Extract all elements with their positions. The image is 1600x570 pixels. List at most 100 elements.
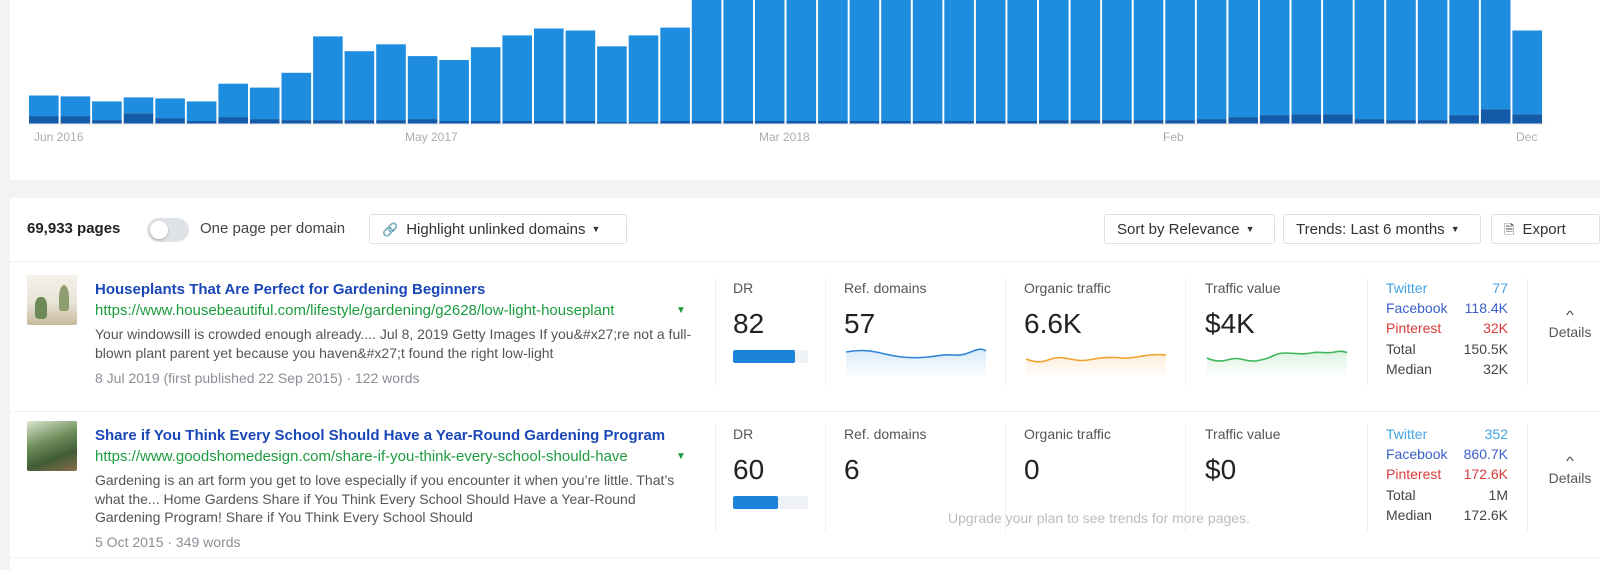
chart-bar-segment[interactable] <box>281 120 312 124</box>
chart-bar-segment[interactable] <box>1291 114 1322 124</box>
chart-bar[interactable] <box>723 0 753 121</box>
chart-bar[interactable] <box>1323 0 1353 115</box>
trends-dropdown[interactable]: Trends: Last 6 months ▼ <box>1283 214 1481 244</box>
chart-bar-segment[interactable] <box>1102 120 1132 124</box>
chart-bar[interactable] <box>660 27 690 122</box>
organic-traffic-value[interactable]: 0 <box>1024 454 1040 485</box>
chart-bar-segment[interactable] <box>1512 114 1542 124</box>
chart-bar[interactable] <box>407 56 438 120</box>
chart-bar[interactable] <box>565 30 596 122</box>
url-dropdown-icon[interactable]: ▼ <box>676 305 686 316</box>
chart-bar[interactable] <box>881 0 911 121</box>
chart-bar-segment[interactable] <box>218 117 248 124</box>
chart-bar[interactable] <box>502 35 532 121</box>
chart-bar-segment[interactable] <box>344 120 375 124</box>
chart-bar-segment[interactable] <box>1228 117 1258 124</box>
chart-bar-segment[interactable] <box>1196 119 1227 124</box>
url-dropdown-icon[interactable]: ▼ <box>676 451 686 462</box>
chart-bar[interactable] <box>1133 0 1164 121</box>
chart-bar-segment[interactable] <box>1259 115 1290 124</box>
ref-domains-value[interactable]: 57 <box>844 308 876 339</box>
chart-bar[interactable] <box>944 0 974 121</box>
chart-bar[interactable] <box>376 44 406 121</box>
chart-bar[interactable] <box>597 46 627 123</box>
chart-bar-segment[interactable] <box>1165 120 1195 124</box>
chart-bar[interactable] <box>975 0 1006 121</box>
highlight-unlinked-domains-button[interactable]: 🔗 Highlight unlinked domains ▼ <box>369 214 627 244</box>
chart-bar-segment[interactable] <box>1354 119 1385 124</box>
chart-bar-segment[interactable] <box>786 121 817 124</box>
chart-bar[interactable] <box>1291 0 1322 115</box>
chart-bar[interactable] <box>29 95 59 117</box>
chart-bar-segment[interactable] <box>881 121 911 124</box>
chart-bar[interactable] <box>1196 0 1227 120</box>
chart-bar[interactable] <box>1039 0 1069 121</box>
chart-bar-segment[interactable] <box>502 121 532 124</box>
page-thumbnail[interactable] <box>27 421 77 471</box>
page-title-link[interactable]: Share if You Think Every School Should H… <box>95 427 666 444</box>
chart-bar[interactable] <box>1070 0 1101 121</box>
chart-bar[interactable] <box>1417 0 1448 121</box>
ref-domains-value[interactable]: 6 <box>844 454 860 485</box>
chart-bar[interactable] <box>534 28 564 122</box>
page-url-link[interactable]: https://www.housebeautiful.com/lifestyle… <box>95 302 615 319</box>
chart-bar-segment[interactable] <box>439 121 469 124</box>
chart-bar-segment[interactable] <box>123 113 154 124</box>
chart-bar[interactable] <box>92 101 122 121</box>
chart-bar-segment[interactable] <box>660 121 690 124</box>
chart-bar[interactable] <box>1386 0 1416 121</box>
chart-bar[interactable] <box>754 0 785 121</box>
chart-bar[interactable] <box>849 0 880 121</box>
chart-bar-segment[interactable] <box>534 121 564 124</box>
chart-bar-segment[interactable] <box>1480 109 1511 124</box>
chart-bar-segment[interactable] <box>597 122 627 124</box>
chart-bar-segment[interactable] <box>29 116 59 124</box>
chart-bar-segment[interactable] <box>92 120 122 124</box>
chart-bar-segment[interactable] <box>849 121 880 124</box>
chart-bar-segment[interactable] <box>1417 120 1448 124</box>
chart-bar[interactable] <box>1228 0 1258 118</box>
chart-bar[interactable] <box>470 47 501 122</box>
chart-bar-segment[interactable] <box>723 121 753 124</box>
organic-traffic-value[interactable]: 6.6K <box>1024 308 1082 339</box>
chart-bar-segment[interactable] <box>186 121 217 124</box>
page-url-link[interactable]: https://www.goodshomedesign.com/share-if… <box>95 448 628 465</box>
chart-bar[interactable] <box>1007 0 1037 121</box>
chart-bar-segment[interactable] <box>407 119 438 124</box>
chart-bar[interactable] <box>155 98 185 119</box>
chart-bar[interactable] <box>1512 30 1542 115</box>
one-page-per-domain-toggle[interactable] <box>147 218 189 242</box>
chart-bar[interactable] <box>1102 0 1132 121</box>
chart-bar-segment[interactable] <box>754 121 785 124</box>
chart-bar-segment[interactable] <box>1070 120 1101 124</box>
chart-bar[interactable] <box>818 0 848 121</box>
chart-bar[interactable] <box>123 97 154 114</box>
chart-bar-segment[interactable] <box>818 121 848 124</box>
page-thumbnail[interactable] <box>27 275 77 325</box>
chart-bar-segment[interactable] <box>1323 114 1353 124</box>
sort-dropdown[interactable]: Sort by Relevance ▼ <box>1104 214 1275 244</box>
chart-bar-segment[interactable] <box>1449 115 1479 124</box>
chart-bar[interactable] <box>313 36 343 121</box>
chart-bar-segment[interactable] <box>975 121 1006 124</box>
chart-bar[interactable] <box>218 83 248 118</box>
chart-bar-segment[interactable] <box>1133 120 1164 124</box>
chart-bar-segment[interactable] <box>1007 121 1037 124</box>
chart-bar[interactable] <box>691 0 722 121</box>
chart-bar-segment[interactable] <box>470 121 501 124</box>
chart-bar[interactable] <box>912 0 943 121</box>
chart-bar[interactable] <box>60 96 91 117</box>
chart-bar[interactable] <box>1480 0 1511 110</box>
chart-bar-segment[interactable] <box>60 116 91 124</box>
chart-bar-segment[interactable] <box>944 121 974 124</box>
chart-bar-segment[interactable] <box>691 121 722 124</box>
chart-bar[interactable] <box>1449 0 1479 116</box>
chart-bar-segment[interactable] <box>1039 120 1069 124</box>
chart-bar-segment[interactable] <box>376 120 406 124</box>
chart-bar[interactable] <box>1165 0 1195 121</box>
chart-bar[interactable] <box>186 101 217 122</box>
chart-bar[interactable] <box>439 60 469 121</box>
chart-bar-segment[interactable] <box>1386 120 1416 124</box>
chart-bar[interactable] <box>1259 0 1290 116</box>
chart-bar[interactable] <box>281 72 312 120</box>
